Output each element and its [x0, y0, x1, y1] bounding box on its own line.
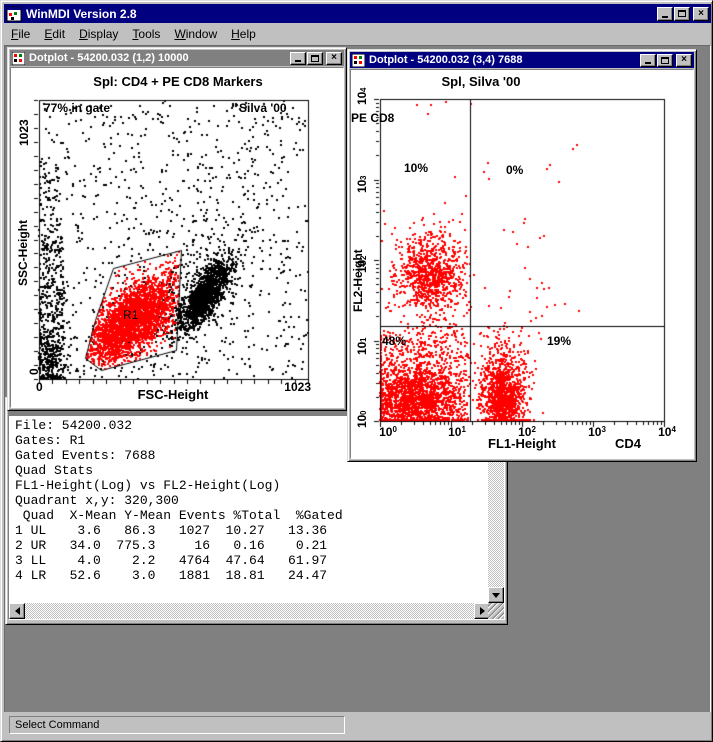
- fsc-ssc-dotplot-canvas[interactable]: [11, 68, 345, 409]
- quadrant-ul-percent: 10%: [404, 161, 429, 175]
- minimize-icon: [662, 15, 668, 18]
- scroll-left-button[interactable]: [9, 603, 25, 619]
- menu-bar: File Edit Display Tools Window Help: [4, 24, 711, 44]
- dotplot-window-fsc-ssc: Dotplot - 54200.032 (1,2) 10000 × Spl: C…: [7, 47, 347, 411]
- close-icon: ×: [698, 7, 704, 19]
- left-dotplot-title: Dotplot - 54200.032 (1,2) 10000: [29, 52, 189, 64]
- sample-label: Silva '00: [239, 101, 287, 115]
- maximize-button[interactable]: [657, 53, 673, 67]
- close-button[interactable]: ×: [326, 51, 342, 65]
- menu-edit[interactable]: Edit: [44, 27, 66, 41]
- dotplot-window-fl1-fl2: Dotplot - 54200.032 (3,4) 7688 × Spl, Si…: [347, 49, 697, 462]
- y-axis-marker-label: PE CD8: [351, 111, 395, 125]
- scroll-down-button[interactable]: [488, 587, 504, 603]
- maximize-icon: [661, 56, 669, 64]
- y-tick-1e4: 104: [355, 87, 369, 105]
- right-dotplot-titlebar[interactable]: Dotplot - 54200.032 (3,4) 7688 ×: [350, 52, 694, 68]
- maximize-icon: [311, 54, 319, 62]
- x-axis-label: FL1-Height: [488, 436, 556, 451]
- menu-tools[interactable]: Tools: [132, 27, 161, 41]
- quadrant-lr-percent: 19%: [547, 334, 572, 348]
- close-button[interactable]: ×: [676, 53, 692, 67]
- minimize-button[interactable]: [657, 6, 673, 21]
- quadrant-ll-percent: 48%: [382, 334, 407, 348]
- y-axis-max-label: 1023: [17, 119, 31, 146]
- x-axis-min-label: 0: [36, 380, 43, 394]
- gate-r1-label[interactable]: R1: [123, 308, 139, 322]
- maximize-button[interactable]: [674, 6, 690, 21]
- quadrant-ur-percent: 0%: [506, 163, 524, 177]
- main-titlebar[interactable]: WinMDI Version 2.8 ×: [4, 4, 711, 23]
- menu-display[interactable]: Display: [79, 27, 119, 41]
- y-tick-1e1: 101: [355, 337, 369, 355]
- x-axis-label: FSC-Height: [137, 387, 209, 402]
- x-tick-1e2: 102: [518, 425, 536, 439]
- close-icon: ×: [331, 52, 337, 63]
- left-plot-area: Spl: CD4 + PE CD8 Markers 77% in gate Si…: [10, 67, 345, 409]
- dotplot-icon[interactable]: [12, 51, 25, 65]
- minimize-button[interactable]: [640, 53, 656, 67]
- right-dotplot-title: Dotplot - 54200.032 (3,4) 7688: [369, 54, 523, 66]
- resize-grip[interactable]: [488, 603, 504, 619]
- x-tick-1e3: 103: [588, 425, 606, 439]
- menu-window[interactable]: Window: [174, 27, 218, 41]
- fl1-fl2-dotplot-canvas[interactable]: [351, 70, 695, 460]
- x-axis-max-label: 1023: [284, 380, 311, 394]
- left-dotplot-titlebar[interactable]: Dotplot - 54200.032 (1,2) 10000 ×: [10, 50, 344, 66]
- x-axis-marker-label: CD4: [615, 436, 642, 451]
- window-title: WinMDI Version 2.8: [26, 6, 137, 21]
- y-axis-label: SSC-Height: [16, 220, 30, 286]
- mdi-client-area: File: 54200.032 Gates: R1 Gated Events: …: [4, 45, 711, 714]
- left-plot-title: Spl: CD4 + PE CD8 Markers: [93, 74, 263, 89]
- dotplot-icon[interactable]: [352, 53, 365, 67]
- maximize-button[interactable]: [307, 51, 323, 65]
- y-axis-label: FL2-Height: [351, 249, 365, 312]
- minimize-icon: [645, 62, 651, 64]
- y-tick-1e0: 100: [355, 410, 369, 428]
- x-tick-1e0: 100: [379, 425, 397, 439]
- menu-help[interactable]: Help: [231, 27, 256, 41]
- horizontal-scrollbar[interactable]: [9, 603, 490, 619]
- minimize-icon: [295, 60, 301, 62]
- x-tick-1e1: 101: [448, 425, 466, 439]
- maximize-icon: [678, 10, 686, 17]
- arrow-left-icon: [11, 607, 20, 615]
- menu-file[interactable]: File: [11, 27, 31, 41]
- y-tick-1e3: 103: [355, 175, 369, 193]
- status-message: Select Command: [9, 716, 345, 734]
- arrow-down-icon: [492, 592, 500, 602]
- app-icon[interactable]: [6, 6, 22, 22]
- y-axis-min-label: 0: [27, 368, 41, 375]
- arrow-right-icon: [479, 607, 489, 615]
- right-plot-title: Spl, Silva '00: [441, 74, 521, 89]
- close-icon: ×: [681, 54, 687, 65]
- right-plot-area: Spl, Silva '00 PE CD8 10% 0% 48% 19% 104…: [350, 69, 695, 460]
- status-bar: Select Command: [4, 712, 711, 738]
- close-button[interactable]: ×: [693, 6, 709, 21]
- gate-percentage-label: 77% in gate: [44, 101, 111, 115]
- minimize-button[interactable]: [290, 51, 306, 65]
- x-tick-1e4: 104: [658, 425, 676, 439]
- stats-text: File: 54200.032 Gates: R1 Gated Events: …: [15, 418, 343, 583]
